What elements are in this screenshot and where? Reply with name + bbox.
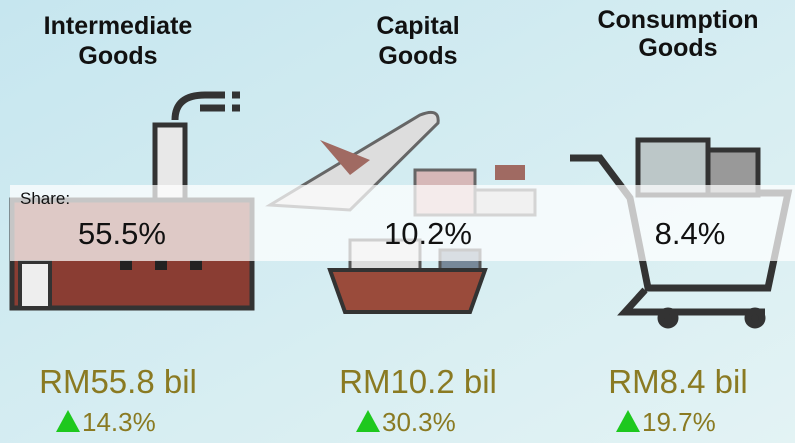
- up-triangle: [56, 410, 80, 432]
- share-value: 10.2%: [384, 216, 472, 251]
- column-title: Intermediate: [44, 12, 193, 40]
- export-value: RM55.8 bil: [39, 363, 197, 400]
- growth-value: 30.3%: [382, 407, 456, 437]
- growth-value: 14.3%: [82, 407, 156, 437]
- column-title: Goods: [638, 34, 717, 62]
- share-value: 55.5%: [78, 216, 166, 251]
- up-triangle: [356, 410, 380, 432]
- column-title: Goods: [78, 42, 157, 70]
- column-title: Goods: [378, 42, 457, 70]
- column-title: Consumption: [597, 6, 758, 34]
- export-value: RM10.2 bil: [339, 363, 497, 400]
- export-value: RM8.4 bil: [608, 363, 747, 400]
- share-band: [10, 185, 795, 261]
- growth-value: 19.7%: [642, 407, 716, 437]
- column-title: Capital: [376, 12, 459, 40]
- share-value: 8.4%: [655, 216, 726, 251]
- up-triangle: [616, 410, 640, 432]
- share-label: Share:: [20, 189, 70, 208]
